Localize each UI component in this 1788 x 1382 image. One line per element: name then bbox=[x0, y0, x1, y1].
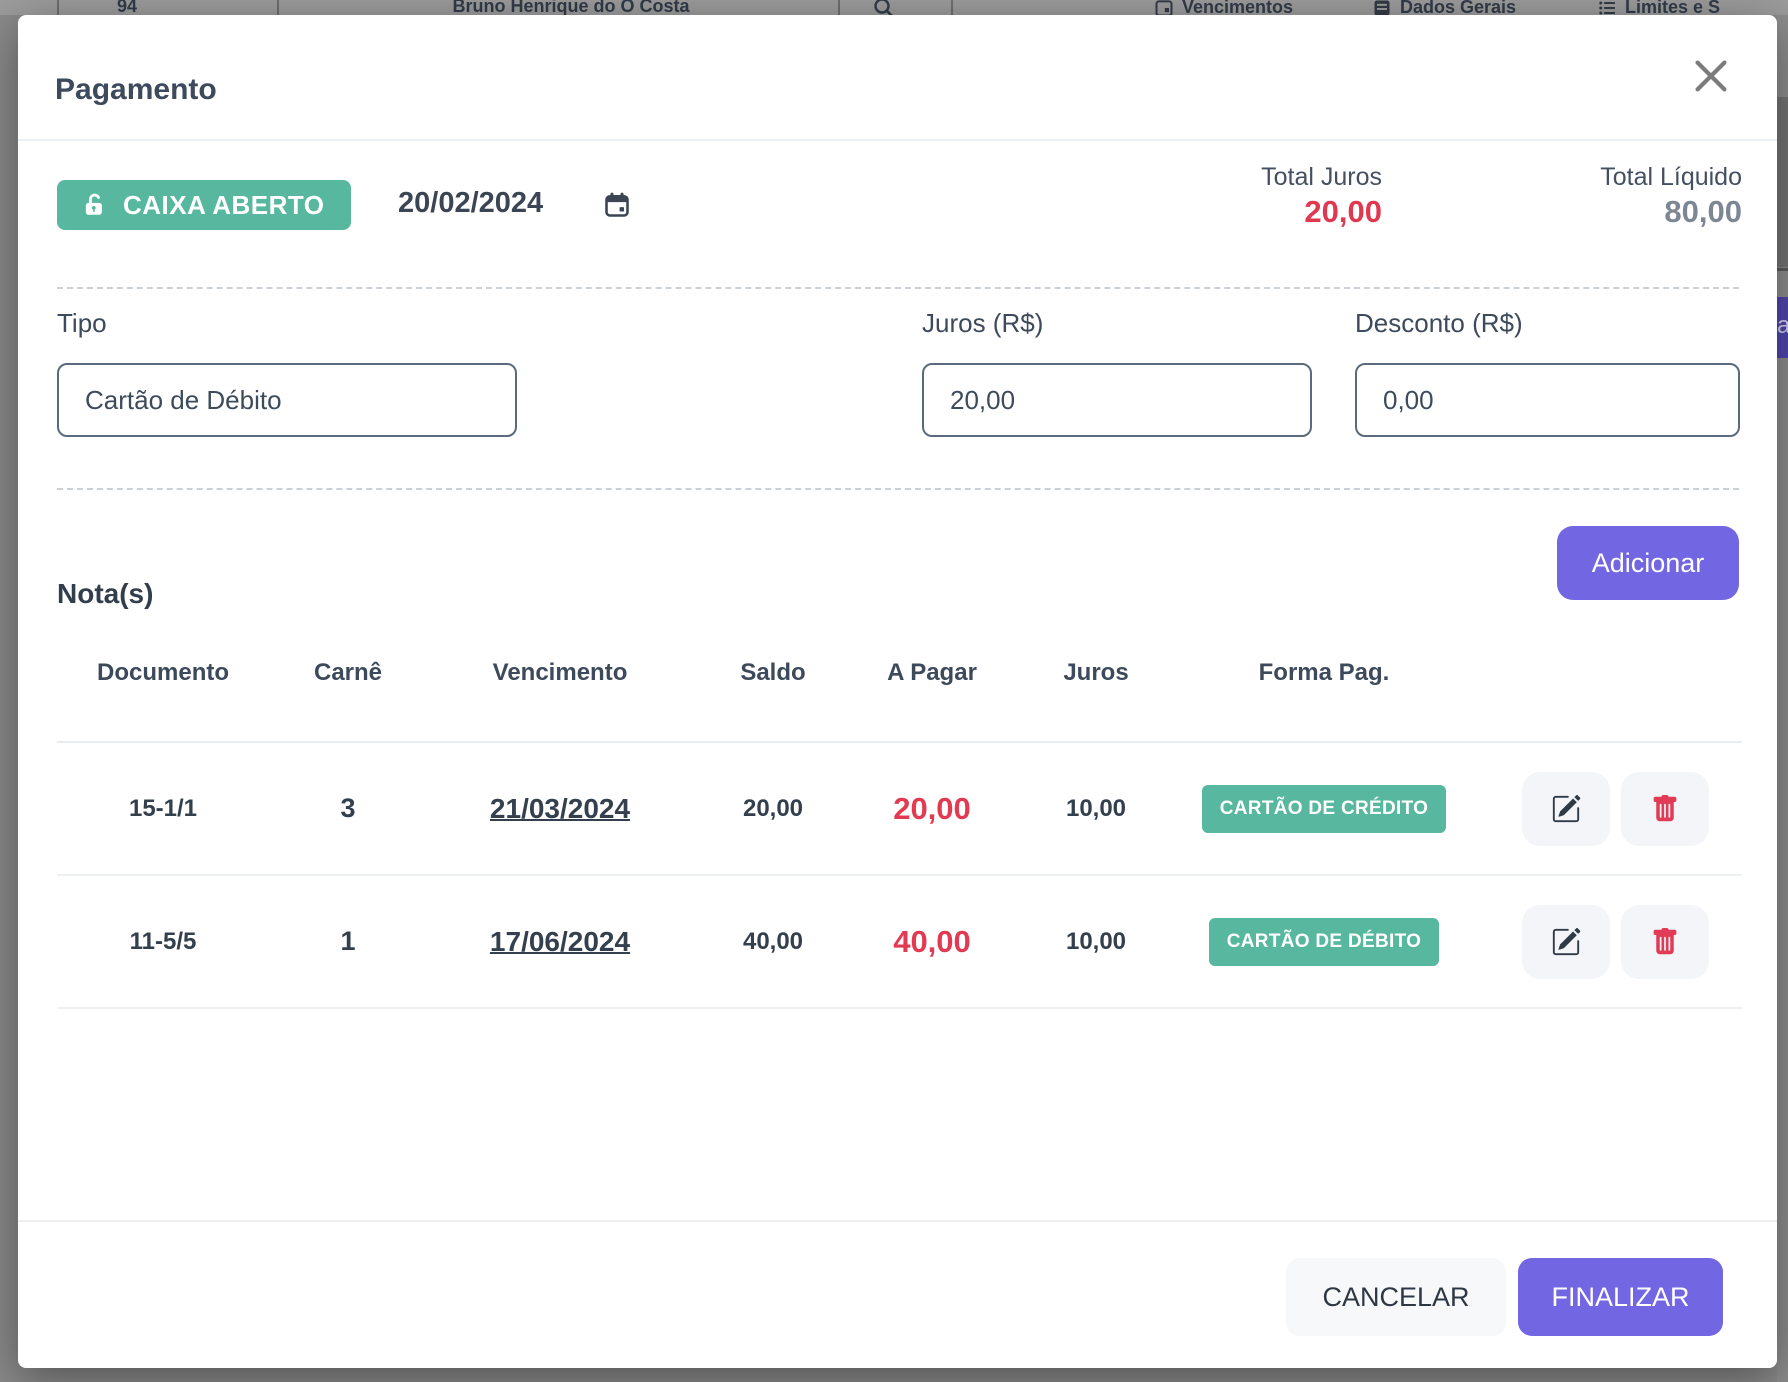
cell-carne: 3 bbox=[340, 793, 356, 823]
cell-divider bbox=[57, 0, 59, 15]
vencimento-link[interactable]: 21/03/2024 bbox=[489, 792, 631, 824]
col-header-juros: Juros bbox=[1063, 659, 1129, 686]
col-header-documento: Documento bbox=[97, 659, 229, 686]
background-scrollbar-fragment bbox=[1777, 97, 1788, 267]
background-table-row: 94 Bruno Henrique do O Costa Vencimentos… bbox=[0, 0, 1788, 15]
pagamento-modal: Pagamento CAIXA ABERTO 20/02/2024 Total … bbox=[18, 15, 1777, 1368]
cell-divider bbox=[951, 0, 953, 15]
header-divider bbox=[18, 139, 1777, 141]
cell-documento: 11-5/5 bbox=[129, 927, 197, 955]
total-liquido-value: 80,00 bbox=[1664, 194, 1742, 229]
dashed-divider bbox=[57, 488, 1739, 490]
total-juros-value: 20,00 bbox=[1304, 194, 1382, 229]
edit-row-button[interactable] bbox=[1522, 904, 1610, 979]
col-header-carne: Carnê bbox=[313, 659, 383, 686]
cell-divider bbox=[277, 0, 279, 15]
total-juros-label: Total Juros bbox=[1261, 163, 1382, 191]
edit-row-button[interactable] bbox=[1522, 771, 1610, 846]
forma-pag-badge: CARTÃO DE DÉBITO bbox=[1208, 917, 1440, 966]
modal-title: Pagamento bbox=[55, 73, 217, 106]
background-tab-limites: Limites e S bbox=[1597, 0, 1720, 15]
total-juros: Total Juros 20,00 bbox=[1261, 162, 1382, 232]
total-liquido: Total Líquido 80,00 bbox=[1600, 162, 1742, 232]
cell-documento: 15-1/1 bbox=[128, 794, 198, 822]
juros-input[interactable] bbox=[922, 363, 1312, 437]
juros-label: Juros (R$) bbox=[922, 308, 1044, 338]
trash-icon bbox=[1653, 794, 1677, 821]
notas-title: Nota(s) bbox=[57, 578, 154, 609]
tipo-label: Tipo bbox=[57, 308, 107, 338]
notas-table: Documento Carnê Vencimento Saldo A Pagar… bbox=[57, 643, 1742, 1009]
list-icon bbox=[1599, 1, 1615, 15]
background-row-id: 94 bbox=[117, 0, 138, 15]
vencimento-link[interactable]: 17/06/2024 bbox=[489, 925, 631, 957]
table-header-row: Documento Carnê Vencimento Saldo A Pagar… bbox=[57, 643, 1742, 743]
calendar-check-icon bbox=[1155, 0, 1173, 15]
col-header-saldo: Saldo bbox=[740, 659, 806, 686]
cell-a-pagar: 20,00 bbox=[893, 790, 971, 826]
adicionar-button[interactable]: Adicionar bbox=[1557, 526, 1739, 600]
edit-icon bbox=[1552, 794, 1581, 822]
cell-saldo: 20,00 bbox=[742, 794, 804, 822]
background-row-name: Bruno Henrique do O Costa bbox=[452, 0, 690, 15]
cancelar-button[interactable]: CANCELAR bbox=[1286, 1258, 1506, 1336]
background-tab-label: Dados Gerais bbox=[1400, 0, 1517, 15]
cell-saldo: 40,00 bbox=[742, 927, 804, 955]
cell-divider bbox=[838, 0, 840, 15]
col-header-forma-pag: Forma Pag. bbox=[1258, 659, 1390, 686]
payment-date[interactable]: 20/02/2024 bbox=[398, 187, 544, 219]
dashed-divider bbox=[57, 287, 1739, 289]
lock-open-icon bbox=[85, 193, 102, 215]
table-row: 15-1/1 3 21/03/2024 20,00 20,00 10,00 CA… bbox=[57, 743, 1742, 876]
col-header-a-pagar: A Pagar bbox=[887, 659, 977, 686]
background-tab-label: Vencimentos bbox=[1182, 0, 1294, 15]
cell-juros: 10,00 bbox=[1065, 794, 1127, 822]
background-tab-dados-gerais: Dados Gerais bbox=[1372, 0, 1516, 15]
status-badge: CAIXA ABERTO bbox=[57, 180, 351, 230]
background-divider-fragment bbox=[1777, 268, 1788, 271]
edit-icon bbox=[1552, 927, 1581, 955]
background-button-fragment: a bbox=[1777, 297, 1788, 358]
cell-a-pagar: 40,00 bbox=[893, 923, 971, 959]
col-header-vencimento: Vencimento bbox=[492, 659, 628, 686]
footer-divider bbox=[18, 1220, 1777, 1222]
desconto-label: Desconto (R$) bbox=[1355, 308, 1523, 338]
total-liquido-label: Total Líquido bbox=[1600, 163, 1742, 191]
delete-row-button[interactable] bbox=[1621, 771, 1709, 846]
finalizar-button[interactable]: FINALIZAR bbox=[1518, 1258, 1723, 1336]
cell-juros: 10,00 bbox=[1065, 927, 1127, 955]
status-badge-label: CAIXA ABERTO bbox=[123, 189, 325, 220]
calendar-icon bbox=[605, 192, 629, 217]
close-icon bbox=[1695, 59, 1727, 92]
background-right-edge: a bbox=[1777, 15, 1788, 1382]
delete-row-button[interactable] bbox=[1621, 904, 1709, 979]
cell-carne: 1 bbox=[340, 926, 356, 956]
server-icon bbox=[1374, 0, 1390, 15]
table-row: 11-5/5 1 17/06/2024 40,00 40,00 10,00 CA… bbox=[57, 876, 1742, 1009]
forma-pag-badge: CARTÃO DE CRÉDITO bbox=[1201, 784, 1447, 833]
close-button[interactable] bbox=[1685, 51, 1737, 103]
date-picker-button[interactable] bbox=[602, 191, 632, 221]
tipo-input[interactable] bbox=[57, 363, 517, 437]
search-icon bbox=[874, 0, 893, 15]
trash-icon bbox=[1653, 927, 1677, 954]
desconto-input[interactable] bbox=[1355, 363, 1740, 437]
background-tab-vencimentos: Vencimentos bbox=[1154, 0, 1293, 15]
background-tab-label: Limites e S bbox=[1625, 0, 1721, 15]
